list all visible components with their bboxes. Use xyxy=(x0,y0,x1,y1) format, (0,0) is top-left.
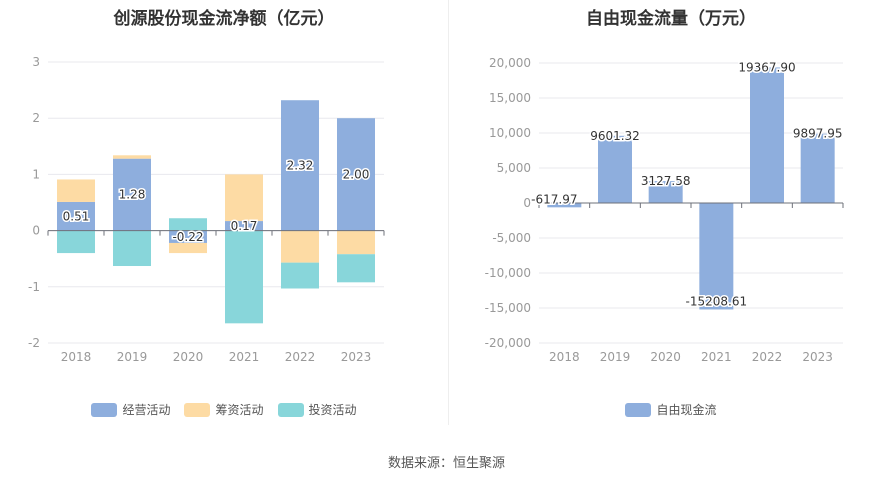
bar xyxy=(547,203,582,208)
y-tick-label: -2 xyxy=(28,336,40,350)
legend-item[interactable]: 经营活动 xyxy=(91,401,170,418)
bar xyxy=(57,230,95,254)
panel-divider xyxy=(448,0,449,425)
data-label: 2.00 xyxy=(343,167,370,181)
bar xyxy=(337,118,375,231)
bar xyxy=(750,67,784,203)
legend-swatch xyxy=(625,402,652,417)
data-label: -0.22 xyxy=(172,230,203,244)
y-tick-label: 10,000 xyxy=(489,126,531,140)
legend-swatch xyxy=(91,402,118,417)
data-label: 9897.95 xyxy=(793,127,843,141)
x-tick-label: 2021 xyxy=(229,350,260,364)
free-cashflow-chart-title: 自由现金流量（万元） xyxy=(586,9,756,29)
bar xyxy=(57,201,95,231)
bar xyxy=(337,230,375,255)
x-tick-label: 2020 xyxy=(650,350,681,364)
cashflow-chart-plot: 3 2 1 0 -1 -2 2018 2019 2020 2021 2022 2023 0.51 1.28… xyxy=(28,55,385,364)
legend-swatch xyxy=(184,402,211,417)
data-label: 0.17 xyxy=(231,219,258,233)
legend-label: 经营活动 xyxy=(122,403,171,417)
y-tick-label: 0 xyxy=(523,196,531,210)
cashflow-chart-title: 创源股份现金流净额（亿元） xyxy=(113,9,335,29)
data-source-note: 数据来源：恒生聚源 xyxy=(387,456,505,471)
bar xyxy=(648,181,683,203)
bar xyxy=(113,158,151,231)
y-tick-label: -5,000 xyxy=(492,231,531,245)
legend-item[interactable]: 自由现金流 xyxy=(625,401,717,418)
legend-label: 投资活动 xyxy=(308,403,357,417)
data-label: 3127.58 xyxy=(641,174,691,188)
y-tick-label: -20,000 xyxy=(485,336,531,350)
x-tick-label: 2019 xyxy=(117,350,148,364)
y-tick-label: -15,000 xyxy=(485,301,531,315)
x-tick-label: 2018 xyxy=(61,350,92,364)
y-tick-label: 0 xyxy=(32,224,40,238)
cashflow-chart-legend: 经营活动 筹资活动 投资活动 xyxy=(0,401,448,418)
legend-item[interactable]: 投资活动 xyxy=(277,401,357,418)
data-label: -15208.61 xyxy=(686,294,748,308)
bar xyxy=(57,179,95,202)
y-tick-label: 20,000 xyxy=(489,56,531,70)
bar xyxy=(281,100,319,231)
bar xyxy=(699,203,734,310)
legend-swatch xyxy=(277,402,304,417)
y-tick-label: 3 xyxy=(32,55,40,69)
y-tick-label: 2 xyxy=(32,111,40,125)
bar xyxy=(113,230,151,267)
y-tick-label: 5,000 xyxy=(497,161,531,175)
data-label: 0.51 xyxy=(63,209,90,223)
bar xyxy=(113,155,151,159)
free-cashflow-chart-panel: 自由现金流量（万元） 20,000 15,000 10,000 5,000 0 -5,00… xyxy=(449,0,893,432)
y-tick-label: 15,000 xyxy=(489,91,531,105)
bar xyxy=(800,133,835,203)
bar xyxy=(169,230,207,243)
y-tick-label: -10,000 xyxy=(485,266,531,280)
bar xyxy=(598,135,632,203)
legend-label: 自由现金流 xyxy=(656,403,717,417)
free-cashflow-chart-legend: 自由现金流 xyxy=(449,401,893,418)
bar xyxy=(337,254,375,283)
y-tick-label: 1 xyxy=(32,167,40,181)
bar xyxy=(169,218,207,231)
data-label: 9601.32 xyxy=(590,129,640,143)
data-label: 2.32 xyxy=(287,158,314,172)
data-label: -617.97 xyxy=(531,192,577,206)
x-tick-label: 2019 xyxy=(600,350,631,364)
x-tick-label: 2020 xyxy=(173,350,204,364)
bar xyxy=(281,262,319,289)
x-tick-label: 2021 xyxy=(701,350,732,364)
bar xyxy=(225,230,263,324)
bar xyxy=(225,221,263,231)
legend-label: 筹资活动 xyxy=(215,403,264,417)
data-label: 19367.90 xyxy=(738,60,795,74)
bar xyxy=(169,242,207,254)
y-tick-label: -1 xyxy=(28,280,40,294)
x-tick-label: 2018 xyxy=(549,350,580,364)
data-label: 1.28 xyxy=(119,188,146,202)
x-tick-label: 2023 xyxy=(341,350,372,364)
x-tick-label: 2022 xyxy=(752,350,783,364)
bar xyxy=(281,230,319,263)
x-tick-label: 2023 xyxy=(802,350,833,364)
free-cashflow-chart-plot: 20,000 15,000 10,000 5,000 0 -5,000 -10,000 -15… xyxy=(485,56,844,364)
legend-item[interactable]: 筹资活动 xyxy=(184,401,264,418)
x-tick-label: 2022 xyxy=(285,350,316,364)
bar xyxy=(225,174,263,222)
cashflow-chart-panel: 创源股份现金流净额（亿元） 3 2 1 0 -1 -2 2018 2019 2020 2021 20… xyxy=(0,0,448,432)
